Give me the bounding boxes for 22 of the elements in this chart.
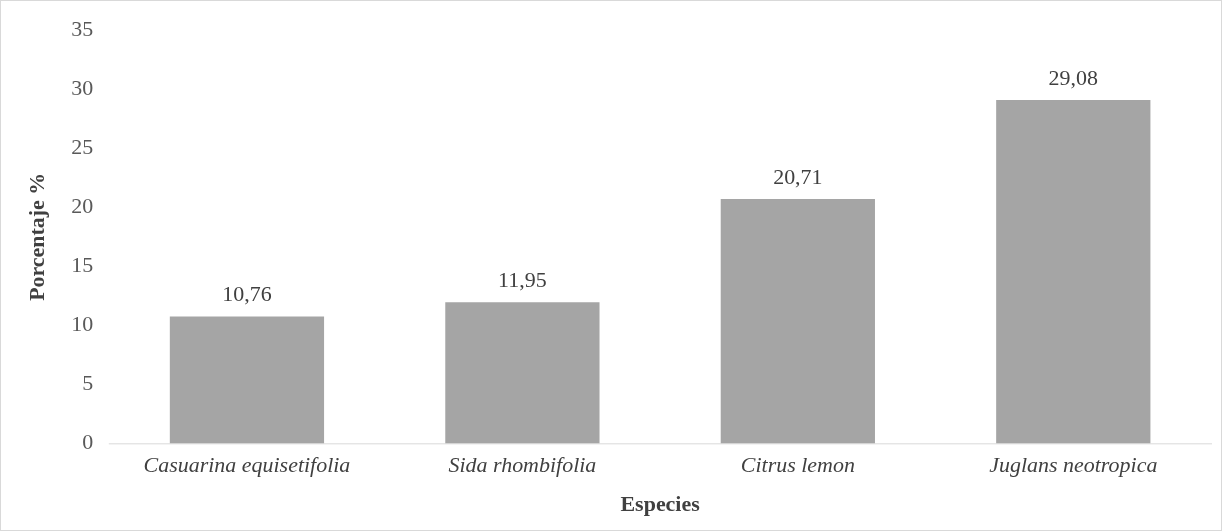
bar: [169, 316, 325, 444]
x-tick-label: Casuarina equisetifolia: [143, 452, 351, 478]
data-label: 11,95: [498, 267, 547, 293]
data-label: 10,76: [222, 281, 272, 307]
data-label: 20,71: [773, 163, 823, 189]
y-tick-label: 25: [71, 134, 94, 159]
y-tick-label: 0: [82, 429, 94, 455]
y-tick-label: 15: [71, 252, 94, 278]
y-tick-label: 5: [82, 370, 94, 396]
x-tick-label: Sida rhombifolia: [448, 452, 597, 478]
x-axis-title: Especies: [620, 490, 700, 516]
y-axis-title: Porcentaje %: [23, 172, 49, 301]
y-tick-label: 20: [71, 193, 94, 219]
bar: [445, 302, 600, 444]
y-tick-label: 10: [71, 311, 94, 337]
y-tick-label: 35: [71, 15, 94, 41]
x-tick-label: Juglans neotropica: [989, 452, 1158, 478]
y-tick-label: 30: [71, 74, 94, 100]
x-tick-label: Citrus lemon: [740, 452, 855, 478]
bar: [720, 198, 875, 444]
bar: [996, 100, 1151, 444]
data-label: 29,08: [1048, 64, 1099, 90]
